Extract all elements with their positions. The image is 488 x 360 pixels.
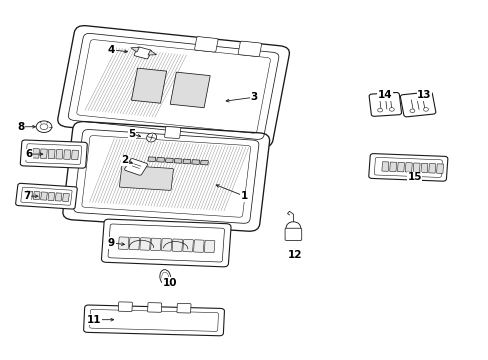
- FancyBboxPatch shape: [118, 237, 129, 249]
- FancyBboxPatch shape: [405, 163, 411, 172]
- FancyBboxPatch shape: [194, 37, 218, 52]
- FancyBboxPatch shape: [165, 158, 173, 163]
- FancyBboxPatch shape: [204, 240, 214, 253]
- FancyBboxPatch shape: [164, 127, 181, 139]
- FancyBboxPatch shape: [119, 165, 173, 190]
- Text: 11: 11: [87, 315, 102, 325]
- FancyBboxPatch shape: [161, 239, 172, 251]
- FancyBboxPatch shape: [118, 302, 132, 311]
- FancyBboxPatch shape: [41, 192, 47, 200]
- Polygon shape: [170, 72, 210, 108]
- Text: 8: 8: [17, 122, 24, 132]
- Circle shape: [36, 121, 52, 132]
- Polygon shape: [130, 48, 139, 52]
- Text: 7: 7: [23, 191, 31, 201]
- Text: 3: 3: [250, 92, 257, 102]
- FancyBboxPatch shape: [55, 193, 62, 201]
- FancyBboxPatch shape: [26, 191, 33, 199]
- Text: 4: 4: [107, 45, 115, 55]
- Circle shape: [423, 108, 427, 111]
- FancyBboxPatch shape: [193, 240, 203, 252]
- Text: 13: 13: [416, 90, 431, 100]
- Ellipse shape: [285, 222, 300, 234]
- FancyBboxPatch shape: [412, 163, 419, 172]
- Text: 10: 10: [163, 278, 177, 288]
- FancyBboxPatch shape: [238, 41, 261, 57]
- FancyBboxPatch shape: [124, 158, 147, 175]
- FancyBboxPatch shape: [191, 160, 199, 165]
- FancyBboxPatch shape: [174, 158, 182, 163]
- FancyBboxPatch shape: [48, 192, 55, 201]
- FancyBboxPatch shape: [33, 192, 40, 200]
- FancyBboxPatch shape: [63, 122, 269, 231]
- FancyBboxPatch shape: [428, 163, 435, 173]
- FancyBboxPatch shape: [16, 183, 77, 209]
- FancyBboxPatch shape: [48, 149, 55, 159]
- Circle shape: [409, 109, 414, 113]
- Polygon shape: [148, 50, 156, 55]
- FancyBboxPatch shape: [134, 47, 151, 59]
- Ellipse shape: [146, 133, 156, 142]
- Text: 12: 12: [287, 250, 302, 260]
- FancyBboxPatch shape: [148, 157, 155, 162]
- FancyBboxPatch shape: [150, 238, 161, 251]
- FancyBboxPatch shape: [400, 92, 435, 117]
- Text: 1: 1: [241, 191, 247, 201]
- Text: 5: 5: [128, 129, 135, 139]
- FancyBboxPatch shape: [177, 303, 191, 313]
- FancyBboxPatch shape: [56, 149, 63, 159]
- FancyBboxPatch shape: [83, 305, 224, 336]
- Circle shape: [388, 108, 393, 111]
- FancyBboxPatch shape: [32, 149, 40, 158]
- Circle shape: [377, 108, 382, 112]
- FancyBboxPatch shape: [20, 140, 87, 168]
- FancyBboxPatch shape: [183, 239, 193, 252]
- Text: 6: 6: [26, 149, 33, 159]
- Text: 15: 15: [407, 172, 421, 182]
- FancyBboxPatch shape: [285, 228, 301, 240]
- FancyBboxPatch shape: [129, 237, 140, 250]
- FancyBboxPatch shape: [368, 154, 447, 181]
- FancyBboxPatch shape: [381, 162, 388, 171]
- Text: 14: 14: [377, 90, 392, 100]
- FancyBboxPatch shape: [62, 193, 69, 202]
- Ellipse shape: [160, 270, 170, 285]
- FancyBboxPatch shape: [172, 239, 182, 252]
- FancyBboxPatch shape: [140, 238, 150, 250]
- FancyBboxPatch shape: [102, 219, 230, 267]
- FancyBboxPatch shape: [183, 159, 190, 164]
- FancyBboxPatch shape: [58, 26, 289, 147]
- FancyBboxPatch shape: [368, 93, 401, 116]
- FancyBboxPatch shape: [200, 160, 208, 165]
- FancyBboxPatch shape: [157, 157, 164, 162]
- FancyBboxPatch shape: [63, 150, 71, 159]
- FancyBboxPatch shape: [71, 150, 79, 160]
- FancyBboxPatch shape: [420, 163, 427, 173]
- FancyBboxPatch shape: [397, 162, 404, 172]
- FancyBboxPatch shape: [436, 164, 443, 174]
- FancyBboxPatch shape: [389, 162, 396, 172]
- Text: 9: 9: [108, 238, 115, 248]
- FancyBboxPatch shape: [40, 149, 47, 158]
- FancyBboxPatch shape: [147, 303, 162, 312]
- Text: 2: 2: [121, 155, 128, 165]
- Polygon shape: [131, 68, 166, 103]
